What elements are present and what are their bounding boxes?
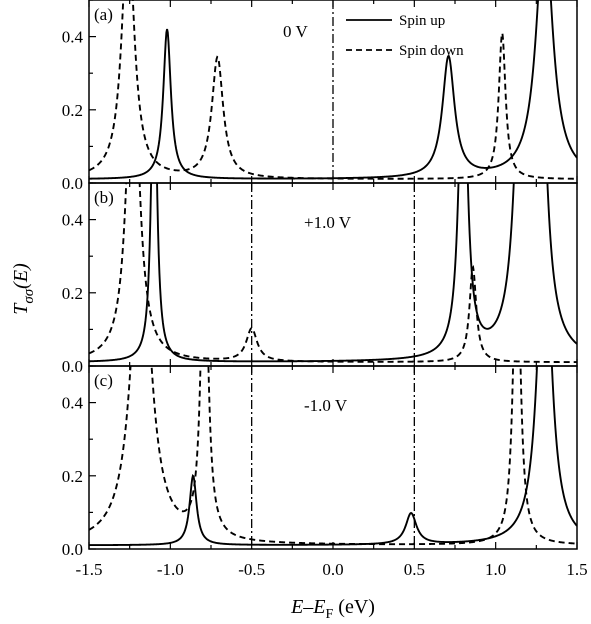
panels-layer: 0.00.20.4(a)0 V0.00.20.4(b)+1.0 V0.00.20… (62, 0, 588, 579)
bias-label: 0 V (283, 22, 308, 41)
series-spin-down-line (89, 366, 577, 546)
x-axis-title-e2: E (312, 596, 325, 618)
panel-label: (c) (94, 371, 113, 390)
legend-label-spin-up: Spin up (399, 13, 445, 29)
bias-label: -1.0 V (304, 396, 348, 415)
x-tick-label: 0.5 (404, 560, 425, 579)
x-tick-label: -1.5 (76, 560, 103, 579)
y-tick-label: 0.2 (62, 284, 83, 303)
x-tick-label: 1.5 (566, 560, 587, 579)
y-tick-label: 0.2 (62, 101, 83, 120)
x-axis-title-e: E (290, 596, 303, 618)
x-tick-label: -1.0 (157, 560, 184, 579)
panel-a: 0.0 0.2 0.4 (a) 0 V (62, 0, 578, 193)
x-axis-title-unit: (eV) (338, 596, 375, 618)
x-axis-title-sub: F (326, 607, 334, 622)
plot-frame (88, 182, 578, 367)
x-tick-label: -0.5 (238, 560, 265, 579)
y-tick-label: 0.0 (62, 174, 83, 193)
y-axis-title: Tσσ(E) (10, 263, 37, 315)
y-tick-label: 0.0 (62, 540, 83, 559)
bias-label: +1.0 V (304, 213, 352, 232)
y-tick-label: 0.4 (62, 28, 84, 47)
panel-b: 0.0 0.2 0.4 (b) +1.0 V (62, 182, 578, 376)
legend-label-spin-down: Spin down (399, 43, 464, 59)
series-spin-up-line (89, 366, 577, 547)
y-tick-label: 0.2 (62, 467, 83, 486)
plot-frame (88, 365, 578, 550)
x-axis-title-dash: – (302, 596, 314, 618)
panel-c: 0.0 0.2 0.4 (c) -1.0 V (62, 365, 578, 559)
y-axis-title-sub: σσ (21, 288, 37, 303)
y-tick-label: 0.0 (62, 357, 83, 376)
y-tick-label: 0.4 (62, 211, 84, 230)
x-tick-label: 0.0 (322, 560, 343, 579)
panel-label: (b) (94, 188, 114, 207)
legend: Spin up Spin down (346, 13, 464, 59)
x-axis-title: E–EF (eV) (290, 596, 375, 622)
x-tick-labels: -1.5 -1.0 -0.5 0.0 0.5 1.0 1.5 (76, 560, 588, 579)
panel-label: (a) (94, 5, 113, 24)
y-axis-title-t: T (10, 302, 32, 315)
x-tick-label: 1.0 (485, 560, 506, 579)
y-tick-label: 0.4 (62, 394, 84, 413)
y-axis-title-arg: (E) (10, 263, 32, 289)
